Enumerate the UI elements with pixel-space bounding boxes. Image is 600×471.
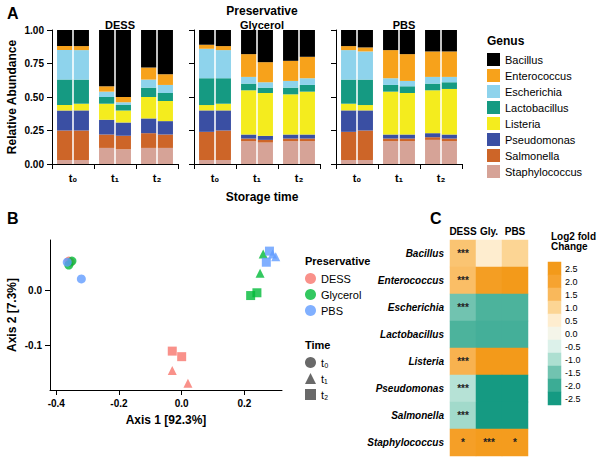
svg-text:Axis 2 [7.3%]: Axis 2 [7.3%] [5, 278, 19, 352]
svg-text:t₂: t₂ [321, 389, 328, 401]
svg-text:*: * [513, 437, 517, 448]
svg-text:PBS: PBS [393, 19, 416, 31]
svg-text:-1.0: -1.0 [565, 355, 581, 365]
svg-text:t₀: t₀ [211, 172, 220, 184]
svg-text:Escherichia: Escherichia [505, 86, 563, 98]
svg-text:t₁: t₁ [395, 172, 404, 184]
svg-text:DESS: DESS [321, 273, 351, 285]
svg-text:Salmonella: Salmonella [391, 410, 444, 421]
svg-text:0.0: 0.0 [175, 398, 189, 409]
svg-text:***: *** [457, 248, 469, 259]
svg-text:t₂: t₂ [295, 172, 304, 184]
svg-text:Glycerol: Glycerol [321, 289, 361, 301]
svg-text:0.0: 0.0 [565, 329, 578, 339]
svg-text:0.0: 0.0 [28, 285, 42, 296]
svg-text:-0.4: -0.4 [48, 398, 66, 409]
svg-text:0.75: 0.75 [25, 58, 45, 69]
svg-text:t₁: t₁ [111, 172, 120, 184]
svg-text:Bacillus: Bacillus [406, 248, 445, 259]
svg-text:2.5: 2.5 [565, 264, 578, 274]
svg-text:Escherichia: Escherichia [388, 302, 445, 313]
svg-text:B: B [7, 210, 19, 227]
svg-text:t₀: t₀ [69, 172, 78, 184]
svg-text:Time: Time [305, 339, 330, 351]
svg-text:t₁: t₁ [253, 172, 262, 184]
svg-text:Relative Abundance: Relative Abundance [5, 40, 19, 155]
svg-text:***: *** [457, 302, 469, 313]
svg-text:DESS: DESS [449, 226, 477, 237]
svg-text:*: * [461, 437, 465, 448]
svg-text:***: *** [483, 437, 495, 448]
svg-text:1.5: 1.5 [565, 290, 578, 300]
svg-text:Genus: Genus [487, 34, 525, 48]
svg-text:-0.2: -0.2 [110, 398, 128, 409]
svg-text:Lactobacillus: Lactobacillus [505, 102, 569, 114]
svg-text:t₁: t₁ [321, 373, 328, 385]
svg-text:PBS: PBS [505, 226, 526, 237]
svg-text:***: *** [457, 383, 469, 394]
svg-text:Storage time: Storage time [226, 190, 299, 204]
svg-text:Enterococcus: Enterococcus [505, 70, 572, 82]
svg-text:2.0: 2.0 [565, 277, 578, 287]
svg-text:-0.1: -0.1 [25, 340, 43, 351]
svg-text:1.0: 1.0 [565, 303, 578, 313]
svg-text:t₀: t₀ [321, 357, 329, 369]
svg-text:-2.0: -2.0 [565, 381, 581, 391]
svg-text:Lactobacillus: Lactobacillus [380, 329, 444, 340]
svg-text:C: C [430, 210, 442, 227]
svg-text:t₂: t₂ [153, 172, 162, 184]
svg-text:DESS: DESS [105, 19, 135, 31]
svg-text:t₂: t₂ [437, 172, 446, 184]
svg-text:Staphylococcus: Staphylococcus [505, 166, 583, 178]
svg-text:Gly.: Gly. [480, 226, 498, 237]
svg-text:Staphylococcus: Staphylococcus [367, 437, 444, 448]
svg-text:***: *** [457, 410, 469, 421]
svg-text:Log2 fold: Log2 fold [551, 230, 599, 242]
svg-text:Enterococcus: Enterococcus [378, 275, 445, 286]
svg-text:0.5: 0.5 [565, 316, 578, 326]
svg-text:0.2: 0.2 [237, 398, 251, 409]
svg-text:Listeria: Listeria [505, 118, 541, 130]
svg-text:t₀: t₀ [353, 172, 362, 184]
svg-text:0.00: 0.00 [25, 159, 45, 170]
svg-text:***: *** [457, 356, 469, 367]
svg-text:Preservative: Preservative [305, 255, 370, 267]
svg-text:1.00: 1.00 [25, 25, 45, 36]
svg-text:-0.5: -0.5 [565, 342, 581, 352]
svg-text:Listeria: Listeria [408, 356, 444, 367]
svg-text:PBS: PBS [321, 305, 343, 317]
svg-text:Preservative: Preservative [226, 4, 298, 18]
svg-text:Pseudomonas: Pseudomonas [505, 134, 576, 146]
svg-text:A: A [7, 5, 19, 22]
svg-text:-2.5: -2.5 [565, 394, 581, 404]
svg-text:0.50: 0.50 [25, 92, 45, 103]
svg-text:Change: Change [551, 241, 588, 252]
svg-text:-1.5: -1.5 [565, 368, 581, 378]
svg-text:0.25: 0.25 [25, 125, 45, 136]
svg-text:***: *** [457, 275, 469, 286]
svg-text:Bacillus: Bacillus [505, 54, 543, 66]
svg-text:Glycerol: Glycerol [240, 19, 284, 31]
svg-text:Salmonella: Salmonella [505, 150, 560, 162]
svg-text:Pseudomonas: Pseudomonas [376, 383, 445, 394]
svg-text:Axis 1 [92.3%]: Axis 1 [92.3%] [126, 413, 207, 427]
